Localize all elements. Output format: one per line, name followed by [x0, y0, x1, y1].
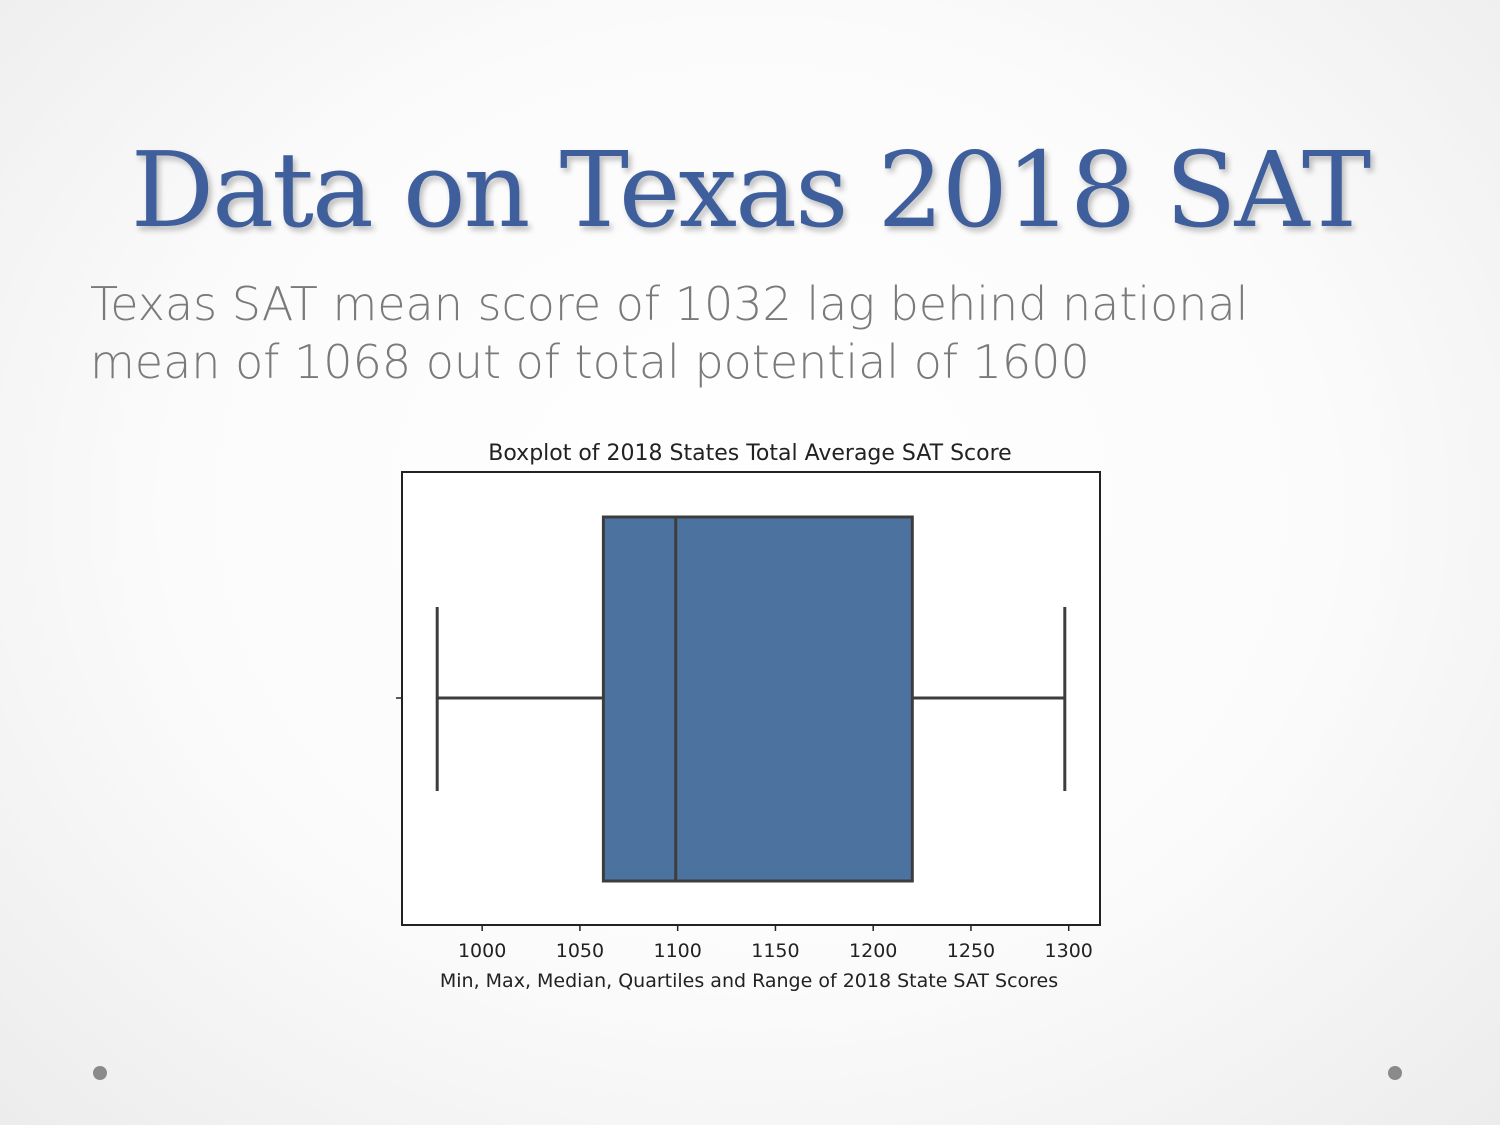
box-group	[435, 515, 1067, 883]
x-tick-label: 1300	[1045, 940, 1093, 962]
boxplot-chart: Boxplot of 2018 States Total Average SAT…	[396, 441, 1101, 992]
x-tick-label: 1050	[556, 940, 604, 962]
slide-title: Data on Texas 2018 SAT	[130, 129, 1372, 251]
x-tick-label: 1000	[458, 940, 506, 962]
x-axis-label: Min, Max, Median, Quartiles and Range of…	[440, 970, 1058, 992]
x-axis-ticks: 1000 1050 1100 1150 1200 1250 1300	[458, 925, 1093, 962]
x-tick-label: 1150	[751, 940, 799, 962]
x-tick-label: 1200	[849, 940, 897, 962]
body-line-1: Texas SAT mean score of 1032 lag behind …	[90, 277, 1249, 331]
iqr-box	[601, 515, 914, 883]
x-tick-label: 1100	[654, 940, 702, 962]
bullet-left	[93, 1066, 107, 1080]
bullet-right	[1388, 1066, 1402, 1080]
x-tick-label: 1250	[947, 940, 995, 962]
body-line-2: mean of 1068 out of total potential of 1…	[90, 335, 1090, 389]
chart-title: Boxplot of 2018 States Total Average SAT…	[488, 441, 1011, 466]
slide-body-text: Texas SAT mean score of 1032 lag behind …	[90, 275, 1420, 391]
